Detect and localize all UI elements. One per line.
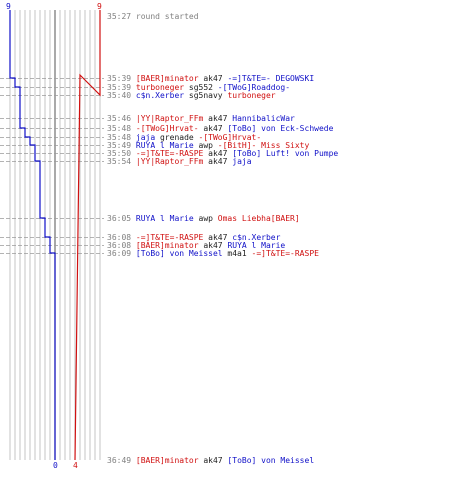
event-text: [BAER]minator <box>136 456 199 465</box>
event-text: ak47 <box>203 114 232 123</box>
event-text: [BAER]minator <box>136 241 199 250</box>
event-text: [ToBo] Luft! von Pumpe <box>232 149 338 158</box>
event-time: 35:48 <box>107 124 136 133</box>
event-text: ak47 <box>199 241 228 250</box>
event-entry: 36:05 RUYA l Marie awp Omas Liebha[BAER] <box>107 214 300 223</box>
event-text: -=]T&TE=- DEGOWSKI <box>227 74 314 83</box>
event-text: jaja <box>136 133 155 142</box>
event-text: |YY|Raptor_FFm <box>136 114 204 123</box>
event-time: 36:08 <box>107 233 136 242</box>
event-text: m4a1 <box>223 249 252 258</box>
red-end-count: 4 <box>73 461 78 470</box>
event-time: 35:39 <box>107 83 136 92</box>
event-text: ak47 <box>199 74 228 83</box>
event-log: 35:27 round started 35:39 [BAER]minator a… <box>107 12 338 465</box>
event-text: awp <box>194 214 218 223</box>
event-text: ak47 <box>203 149 232 158</box>
event-text: turboneger <box>227 91 275 100</box>
event-text: -[TWoG]Hrvat- <box>136 124 199 133</box>
event-time: 36:08 <box>107 241 136 250</box>
event-text: grenade <box>155 133 198 142</box>
event-text: [BAER]minator <box>136 74 199 83</box>
event-entry: 35:39 [BAER]minator ak47 -=]T&TE=- DEGOW… <box>107 74 314 83</box>
event-entry: 36:08 [BAER]minator ak47 RUYA l Marie <box>107 241 285 250</box>
event-text: c$n.Xerber <box>232 233 280 242</box>
event-entry: 35:40 c$n.Xerber sg5navy turboneger <box>107 91 276 100</box>
event-time: 35:40 <box>107 91 136 100</box>
event-text: sg5navy <box>184 91 227 100</box>
event-text: awp <box>194 141 218 150</box>
event-entry: 35:46 |YY|Raptor_FFm ak47 HannibalicWar <box>107 114 295 123</box>
event-entry: 35:48 -[TWoG]Hrvat- ak47 [ToBo] von Eck-… <box>107 124 334 133</box>
event-time: 35:49 <box>107 141 136 150</box>
event-text: RUYA l Marie <box>136 141 194 150</box>
event-time: 35:27 <box>107 12 136 21</box>
event-entry: 35:50 -=]T&TE=-RASPE ak47 [ToBo] Luft! v… <box>107 149 338 158</box>
event-text: -=]T&TE=-RASPE <box>252 249 320 258</box>
event-text: -=]T&TE=-RASPE <box>136 149 204 158</box>
event-time: 36:09 <box>107 249 136 258</box>
red-team-alive-line <box>74 10 101 461</box>
event-entry: 35:54 |YY|Raptor_FFm ak47 jaja <box>107 157 252 166</box>
event-time: 36:49 <box>107 456 136 465</box>
event-text: jaja <box>232 157 251 166</box>
event-text: [ToBo] von Eck-Schwede <box>227 124 333 133</box>
axis-labels: 9 9 0 4 <box>6 2 102 470</box>
event-text: [ToBo] von Meissel <box>227 456 314 465</box>
event-text: -[TWoG]Hrvat- <box>199 133 262 142</box>
event-entry: 35:39 turboneger sg552 -[TWoG]Roaddog- <box>107 83 290 92</box>
event-text: c$n.Xerber <box>136 91 184 100</box>
event-entry: 36:09 [ToBo] von Meissel m4a1 -=]T&TE=-R… <box>107 249 319 258</box>
event-time: 35:48 <box>107 133 136 142</box>
event-text: -[TWoG]Roaddog- <box>218 83 290 92</box>
event-text: -[BitH]- Miss Sixty <box>218 141 310 150</box>
event-entry: 35:48 jaja grenade -[TWoG]Hrvat- <box>107 133 261 142</box>
event-text: -=]T&TE=-RASPE <box>136 233 204 242</box>
event-text: ak47 <box>203 233 232 242</box>
event-time: 35:50 <box>107 149 136 158</box>
event-text: [ToBo] von Meissel <box>136 249 223 258</box>
blue-start-count: 9 <box>6 2 11 11</box>
grid-layer <box>0 10 104 460</box>
event-time: 35:54 <box>107 157 136 166</box>
event-text: sg552 <box>184 83 218 92</box>
event-entry: 36:08 -=]T&TE=-RASPE ak47 c$n.Xerber <box>107 233 281 242</box>
event-entry: 35:49 RUYA l Marie awp -[BitH]- Miss Six… <box>107 141 309 150</box>
event-text: RUYA l Marie <box>227 241 285 250</box>
event-text: ak47 <box>203 157 232 166</box>
event-text: |YY|Raptor_FFm <box>136 157 204 166</box>
event-time: 35:46 <box>107 114 136 123</box>
event-time: 36:05 <box>107 214 136 223</box>
blue-team-alive-line <box>9 10 56 460</box>
event-text: turboneger <box>136 83 184 92</box>
event-text: RUYA l Marie <box>136 214 194 223</box>
event-entry: 36:49 [BAER]minator ak47 [ToBo] von Meis… <box>107 456 314 465</box>
blue-end-count: 0 <box>53 461 58 470</box>
event-text: Omas Liebha[BAER] <box>218 214 300 223</box>
event-text: ak47 <box>199 124 228 133</box>
event-text: ak47 <box>199 456 228 465</box>
event-text: round started <box>136 12 199 21</box>
event-time: 35:39 <box>107 74 136 83</box>
event-text: HannibalicWar <box>232 114 295 123</box>
series-layer <box>9 10 101 461</box>
event-entry: 35:27 round started <box>107 12 199 21</box>
red-start-count: 9 <box>97 2 102 11</box>
